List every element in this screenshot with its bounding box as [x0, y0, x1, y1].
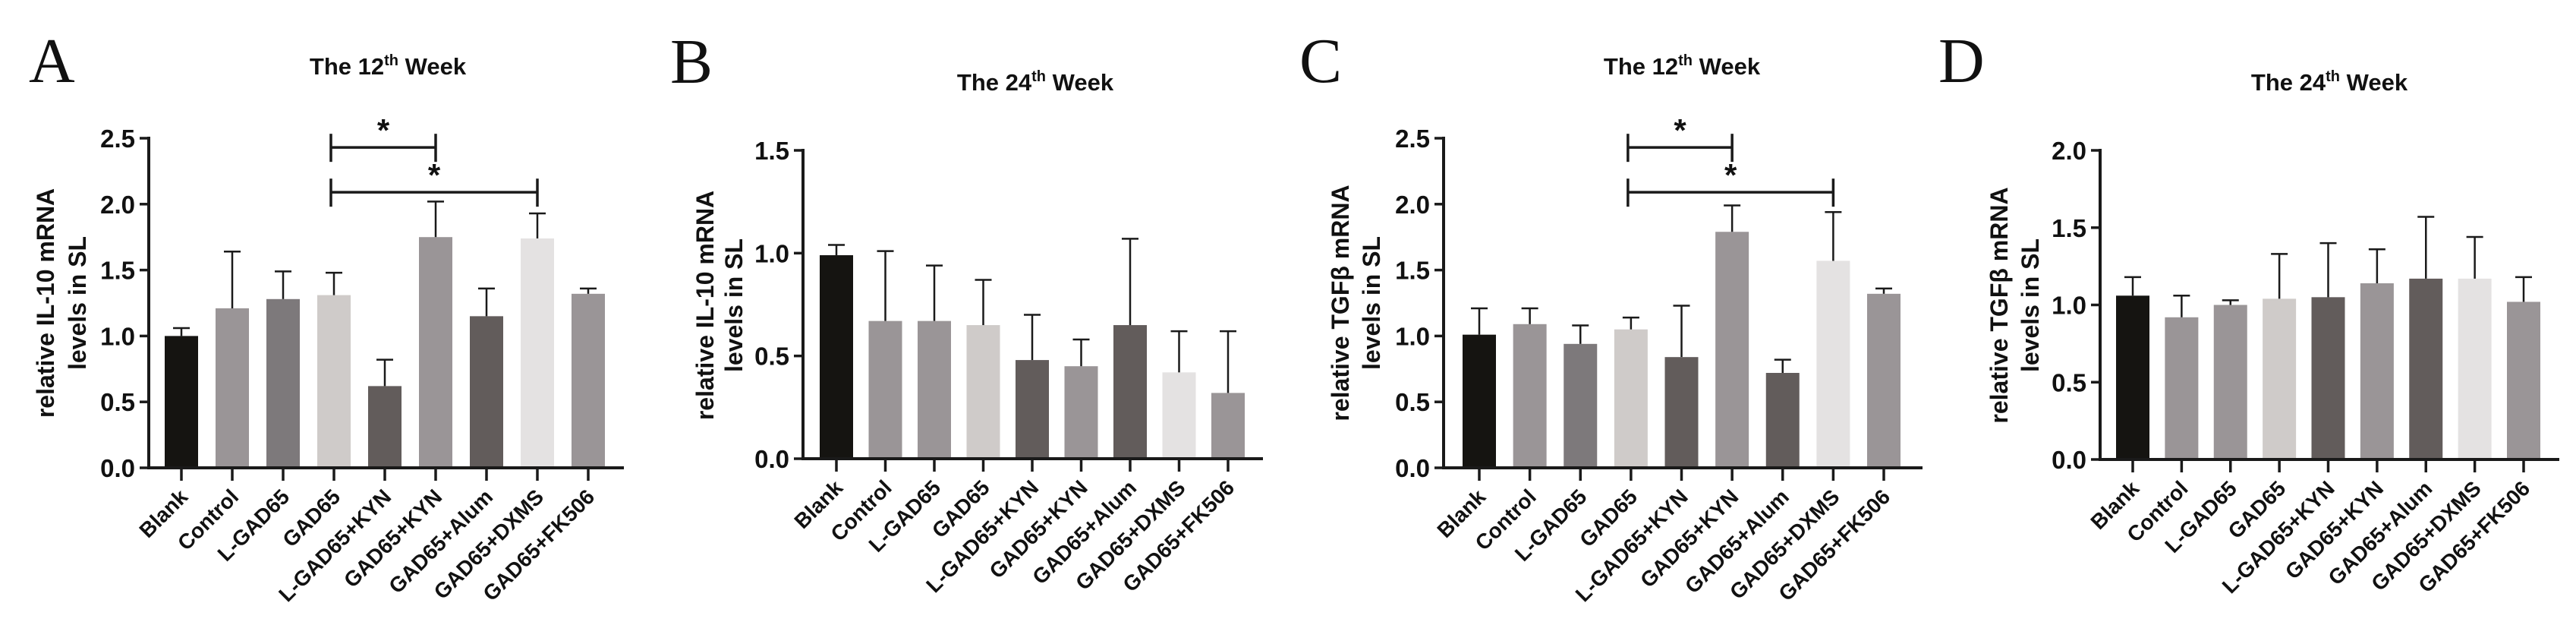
y-tick-label: 1.0 — [754, 239, 789, 267]
y-tick-label: 0.0 — [1395, 454, 1430, 482]
bar — [2116, 295, 2149, 459]
y-axis-label-line2: levels in SL — [1358, 236, 1385, 370]
bar — [216, 308, 249, 468]
y-tick-label: 1.5 — [1395, 257, 1430, 285]
bar — [2507, 302, 2540, 459]
bar — [266, 298, 300, 468]
significance-star: * — [1724, 157, 1737, 193]
chart-title: The 12th Week — [310, 52, 467, 80]
bar — [1463, 334, 1496, 468]
y-tick-label: 2.5 — [1395, 125, 1430, 153]
y-tick-label: 2.0 — [1395, 191, 1430, 219]
panel-letter: B — [670, 27, 713, 97]
y-axis-label-line1: relative TGFβ mRNA — [1327, 185, 1354, 421]
chart-title: The 24th Week — [957, 68, 1114, 96]
bar — [1664, 357, 1699, 468]
chart-title: The 12th Week — [1604, 52, 1761, 80]
bar — [1867, 293, 1901, 468]
bar — [1113, 325, 1147, 459]
title-main: The 24 — [2251, 69, 2326, 96]
significance-star: * — [1674, 112, 1686, 148]
y-tick-label: 0.0 — [100, 454, 135, 482]
bar — [1016, 360, 1049, 459]
bar — [868, 320, 902, 459]
bar — [1211, 393, 1245, 459]
title-main: The 24 — [957, 69, 1032, 96]
bar — [2409, 278, 2443, 459]
bar — [2360, 283, 2394, 459]
y-tick-label: 2.0 — [100, 191, 135, 219]
bar — [1162, 372, 1196, 459]
bar — [521, 238, 554, 468]
chart-title: The 24th Week — [2251, 68, 2408, 96]
bar — [2213, 305, 2247, 459]
y-tick-label: 1.0 — [100, 322, 135, 350]
y-axis-label-line2: levels in SL — [64, 236, 91, 370]
bar — [918, 320, 951, 459]
y-tick-label: 0.0 — [754, 445, 789, 473]
bar — [1564, 343, 1598, 468]
title-sup: th — [2326, 68, 2340, 85]
bar — [2165, 317, 2199, 459]
y-axis-label-line1: relative IL-10 mRNA — [32, 188, 59, 418]
bar — [165, 336, 198, 468]
bar — [1614, 329, 1648, 468]
y-tick-label: 1.0 — [1395, 322, 1430, 350]
y-tick-label: 0.5 — [754, 343, 789, 371]
title-sup: th — [384, 52, 398, 69]
y-tick-label: 0.0 — [2052, 446, 2086, 474]
title-main: The 12 — [1604, 53, 1678, 80]
bar — [572, 293, 605, 468]
y-tick-label: 2.5 — [100, 125, 135, 153]
bar — [2311, 297, 2345, 459]
bar — [1715, 232, 1749, 468]
significance-star: * — [428, 157, 441, 193]
y-axis-label-line2: levels in SL — [2017, 238, 2044, 372]
panel-letter: D — [1938, 26, 1985, 96]
y-tick-label: 1.0 — [2052, 292, 2086, 320]
y-tick-label: 1.5 — [754, 137, 789, 165]
y-tick-label: 2.0 — [2052, 137, 2086, 165]
y-axis-label-line2: levels in SL — [720, 238, 748, 372]
bar — [317, 295, 351, 468]
y-tick-label: 0.5 — [2052, 368, 2086, 396]
panel-b: B The 24th Week relative IL-10 mRNA levels … — [670, 27, 1263, 597]
y-axis-label-line1: relative IL-10 mRNA — [691, 191, 719, 420]
bar — [1513, 324, 1547, 468]
title-end: Week — [2340, 69, 2408, 96]
title-end: Week — [398, 53, 467, 80]
bar — [1064, 366, 1098, 459]
panel-letter: A — [29, 26, 75, 96]
bar — [470, 316, 503, 468]
y-tick-label: 0.5 — [100, 388, 135, 416]
significance-star: * — [377, 112, 390, 148]
panel-d: D The 24th Week relative TGFβ mRNA levels i… — [1938, 26, 2559, 598]
bar — [368, 386, 402, 468]
title-end: Week — [1693, 53, 1761, 80]
y-axis-label-line1: relative TGFβ mRNA — [1986, 187, 2013, 423]
title-sup: th — [1031, 68, 1046, 85]
bar — [966, 325, 1000, 459]
y-tick-label: 1.5 — [2052, 214, 2086, 242]
bar — [820, 255, 853, 459]
bar — [419, 237, 452, 468]
panel-a: A The 12th Week relative IL-10 mRNA levels … — [29, 26, 624, 606]
bar — [1816, 260, 1850, 468]
panel-letter: C — [1299, 26, 1342, 96]
title-end: Week — [1046, 69, 1114, 96]
y-tick-label: 0.5 — [1395, 388, 1430, 416]
bar — [1765, 373, 1800, 468]
bar — [2263, 298, 2297, 459]
panel-c: C The 12th Week relative TGFβ mRNA levels i… — [1299, 26, 1923, 606]
y-tick-label: 1.5 — [100, 257, 135, 285]
title-sup: th — [1678, 52, 1693, 69]
title-main: The 12 — [310, 53, 384, 80]
bar — [2458, 278, 2492, 459]
